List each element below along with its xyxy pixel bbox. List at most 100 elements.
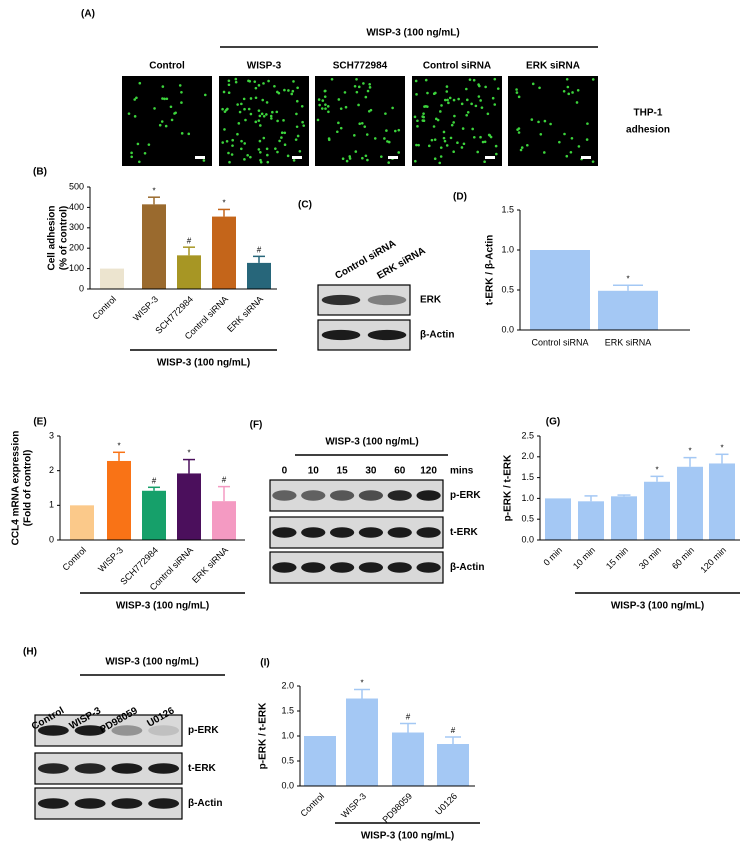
cell — [249, 112, 253, 116]
cell — [586, 122, 589, 125]
y-tick-label: 2 — [49, 465, 54, 475]
cell — [337, 98, 341, 101]
y-tick-label: 100 — [69, 263, 84, 273]
cell — [321, 99, 325, 102]
band — [416, 490, 441, 501]
cell — [487, 133, 491, 137]
band — [272, 527, 297, 538]
cell — [368, 86, 372, 89]
cell — [262, 114, 266, 118]
lane-label: 30 — [365, 466, 377, 477]
bar — [177, 255, 201, 289]
error-bar — [354, 688, 370, 699]
cell — [516, 128, 519, 131]
cell — [295, 125, 299, 129]
cell — [323, 89, 327, 93]
cell — [221, 141, 225, 144]
significance-mark: * — [720, 443, 723, 452]
band — [37, 725, 69, 736]
cell — [569, 150, 573, 154]
y-tick-label: 1.5 — [521, 472, 534, 482]
significance-mark: # — [451, 726, 456, 735]
cell — [439, 146, 443, 149]
cell — [243, 142, 247, 145]
cell — [174, 111, 177, 115]
bar — [70, 505, 94, 540]
cell — [248, 80, 252, 83]
significance-mark: * — [626, 274, 629, 283]
cell — [324, 107, 327, 110]
cell — [387, 140, 391, 144]
cell — [421, 119, 425, 122]
panel-label: (B) — [33, 167, 47, 178]
bar — [212, 501, 236, 540]
y-tick-label: 1.0 — [501, 244, 514, 254]
cell — [489, 135, 493, 139]
cell — [591, 78, 595, 81]
y-tick-label: 300 — [69, 222, 84, 232]
cell — [257, 148, 261, 151]
cell — [416, 125, 419, 128]
panel-label: (H) — [23, 647, 37, 658]
cell — [422, 112, 425, 115]
band — [358, 562, 384, 573]
error-bar — [613, 284, 643, 291]
cell — [261, 98, 265, 102]
y-tick-label: 0.0 — [281, 780, 294, 790]
error-bar — [445, 736, 461, 744]
y-tick-label: 2.0 — [521, 451, 534, 461]
scale-bar — [292, 156, 302, 159]
error-bar — [113, 451, 125, 461]
bar — [611, 496, 637, 540]
band — [148, 798, 180, 809]
cell — [495, 152, 498, 156]
cell — [472, 135, 476, 139]
cell — [180, 132, 184, 135]
blot-box — [269, 479, 444, 512]
cell — [202, 159, 206, 162]
cell — [274, 147, 277, 150]
band — [329, 562, 355, 573]
cell — [300, 104, 304, 108]
bar — [100, 268, 124, 289]
y-tick-label: 1.0 — [281, 730, 294, 740]
cell — [180, 101, 183, 104]
cell — [138, 81, 142, 85]
band — [387, 490, 412, 501]
significance-mark: * — [117, 441, 120, 450]
y-axis-label: p-ERK / t-ERK — [503, 454, 514, 521]
cell — [343, 91, 347, 94]
cell — [414, 159, 417, 163]
significance-mark: * — [187, 449, 190, 458]
cell — [243, 158, 246, 161]
band — [321, 329, 361, 341]
significance-mark: * — [360, 679, 363, 688]
cell — [244, 118, 247, 122]
significance-mark: # — [152, 476, 157, 485]
cell — [368, 82, 372, 86]
cell — [470, 102, 473, 106]
band — [74, 798, 106, 809]
cell — [355, 78, 358, 81]
cell — [575, 101, 579, 104]
y-tick-label: 1.0 — [521, 493, 534, 503]
cell — [543, 119, 547, 123]
cell — [249, 155, 252, 159]
significance-mark: * — [152, 186, 155, 195]
cell — [223, 128, 226, 131]
cell — [462, 142, 466, 146]
cell — [361, 156, 364, 160]
cell — [515, 91, 519, 94]
cell — [301, 120, 304, 124]
band-label: p-ERK — [450, 490, 481, 501]
cell — [275, 110, 279, 114]
panel-label: (F) — [250, 420, 263, 431]
cell — [243, 107, 246, 111]
cell — [380, 155, 383, 158]
cell — [282, 119, 285, 122]
panel-label: (I) — [260, 658, 269, 669]
cell — [283, 88, 286, 92]
cell — [517, 95, 521, 99]
cell — [348, 157, 352, 160]
cell — [283, 131, 287, 135]
